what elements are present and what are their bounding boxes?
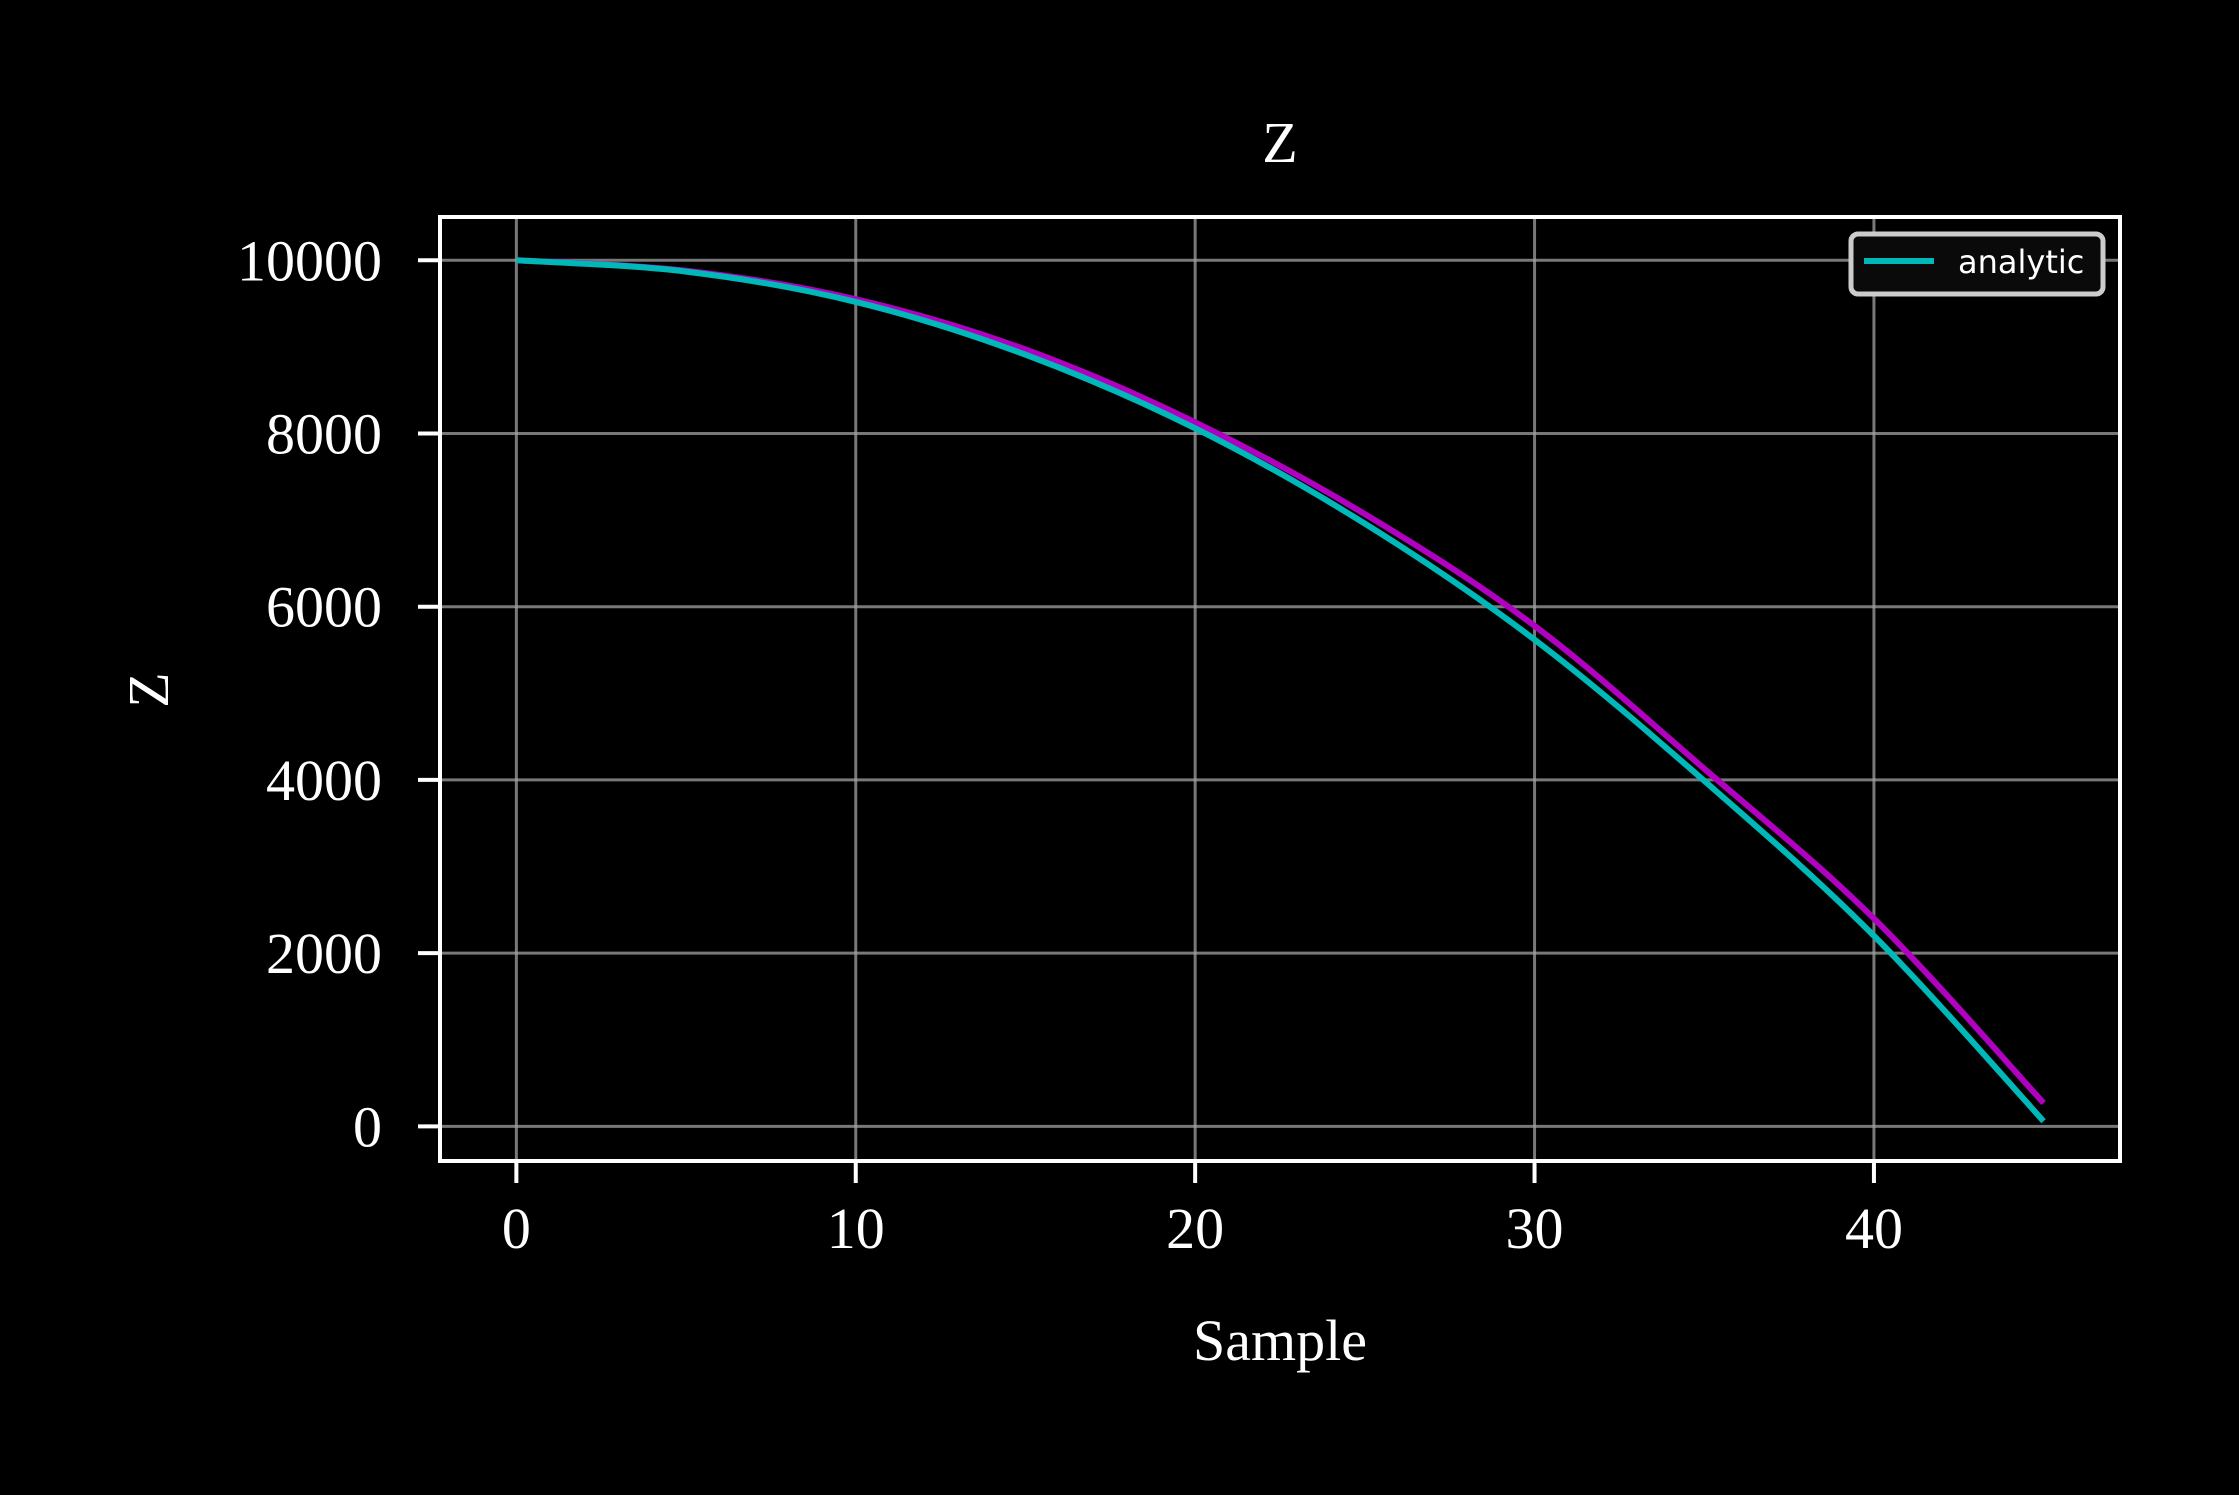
y-axis-label: Z bbox=[116, 672, 181, 707]
y-tick-label: 4000 bbox=[266, 748, 382, 813]
y-tick-label: 2000 bbox=[266, 921, 382, 986]
y-tick-label: 0 bbox=[353, 1094, 382, 1159]
x-tick-label: 30 bbox=[1506, 1196, 1564, 1261]
legend-label-analytic: analytic bbox=[1958, 243, 2084, 281]
y-tick-label: 8000 bbox=[266, 402, 382, 467]
x-tick-label: 0 bbox=[502, 1196, 531, 1261]
grid bbox=[440, 217, 2120, 1161]
axis-ticks: 0 10 20 30 40 0 2000 4000 6000 8000 10000 bbox=[237, 228, 1903, 1261]
plot-frame bbox=[438, 215, 2122, 1163]
series-line-analytic bbox=[516, 257, 2046, 1124]
x-tick-label: 20 bbox=[1166, 1196, 1224, 1261]
x-axis-label: Sample bbox=[1193, 1308, 1367, 1373]
legend: analytic bbox=[1848, 231, 2106, 297]
x-tick-label: 40 bbox=[1845, 1196, 1903, 1261]
x-tick-label: 10 bbox=[827, 1196, 885, 1261]
series-lines bbox=[516, 257, 2046, 1124]
legend-box bbox=[1848, 231, 2106, 297]
y-tick-label: 10000 bbox=[237, 228, 382, 293]
y-tick-label: 6000 bbox=[266, 575, 382, 640]
chart-title: Z bbox=[1262, 110, 1297, 175]
